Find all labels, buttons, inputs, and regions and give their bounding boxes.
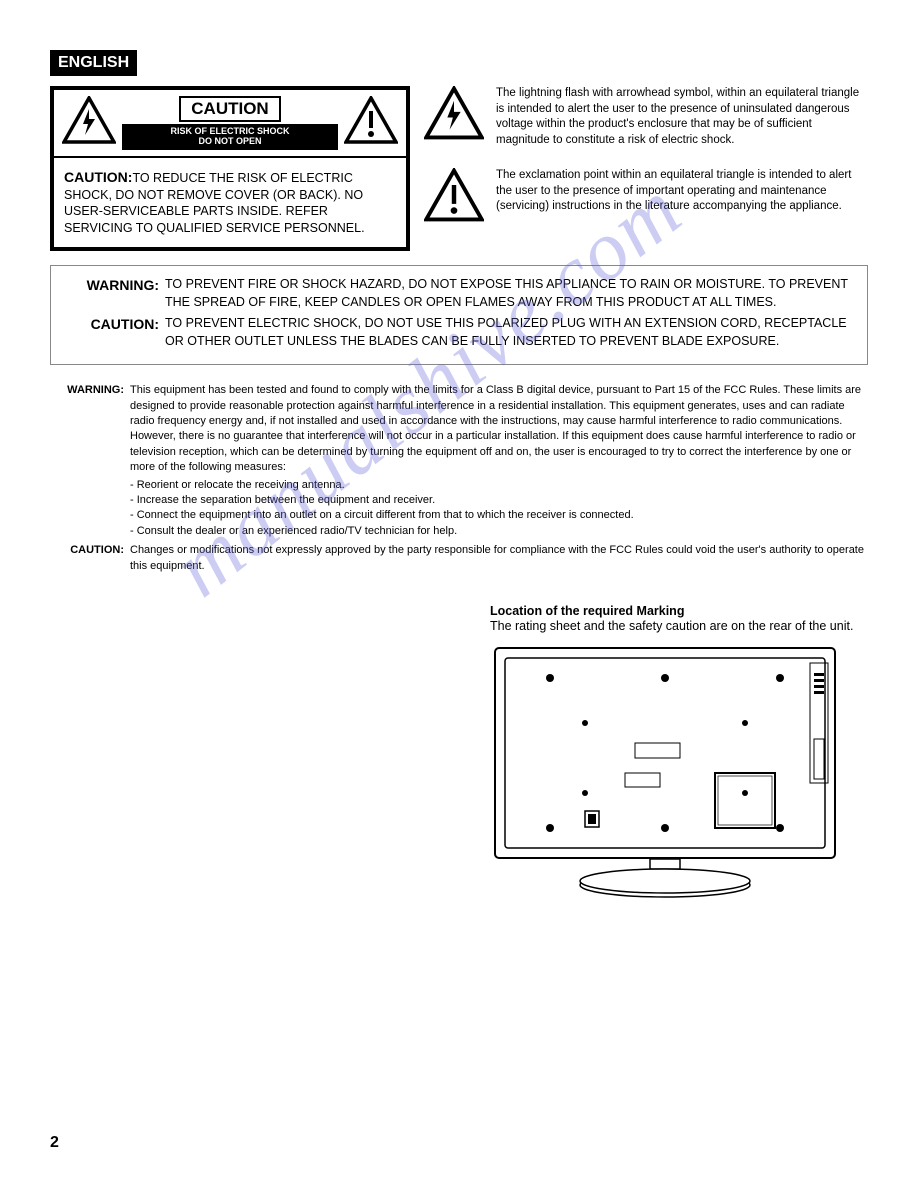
caution-subtext: RISK OF ELECTRIC SHOCK DO NOT OPEN <box>122 124 338 150</box>
fcc-warning-label: WARNING: <box>50 383 130 539</box>
language-badge: ENGLISH <box>50 50 137 76</box>
marking-section: Location of the required Marking The rat… <box>490 604 868 908</box>
fcc-measure-1: - Reorient or relocate the receiving ant… <box>130 478 868 493</box>
caution-box: CAUTION RISK OF ELECTRIC SHOCK DO NOT OP… <box>50 86 410 251</box>
caution-label-2: CAUTION: <box>65 315 165 350</box>
caution-box-bottom: CAUTION:TO REDUCE THE RISK OF ELECTRIC S… <box>54 158 406 248</box>
caution-sub-line1: RISK OF ELECTRIC SHOCK <box>122 126 338 136</box>
lightning-description-text: The lightning flash with arrowhead symbo… <box>496 86 868 148</box>
warning-label-1: WARNING: <box>65 276 165 311</box>
symbol-descriptions: The lightning flash with arrowhead symbo… <box>424 86 868 227</box>
caution-box-heading-group: CAUTION RISK OF ELECTRIC SHOCK DO NOT OP… <box>116 96 344 150</box>
marking-text: The rating sheet and the safety caution … <box>490 618 868 635</box>
marking-title: Location of the required Marking <box>490 604 868 618</box>
warning-row-1: WARNING: TO PREVENT FIRE OR SHOCK HAZARD… <box>65 276 853 311</box>
caution-box-top: CAUTION RISK OF ELECTRIC SHOCK DO NOT OP… <box>54 90 406 158</box>
fcc-block: WARNING: This equipment has been tested … <box>50 383 868 574</box>
fcc-caution-text: Changes or modifications not expressly a… <box>130 543 868 574</box>
fcc-warning-row: WARNING: This equipment has been tested … <box>50 383 868 539</box>
lightning-triangle-icon <box>62 96 116 149</box>
caution-bottom-label: CAUTION: <box>64 169 132 185</box>
fcc-warning-text-p1: This equipment has been tested and found… <box>130 384 861 427</box>
fcc-warning-text-p2: However, there is no guarantee that inte… <box>130 430 856 473</box>
exclaim-description-text: The exclamation point within an equilate… <box>496 168 868 215</box>
fcc-measures-list: - Reorient or relocate the receiving ant… <box>130 478 868 540</box>
lightning-triangle-icon <box>424 86 484 145</box>
fcc-measure-3: - Connect the equipment into an outlet o… <box>130 508 868 523</box>
page-number: 2 <box>50 1134 59 1152</box>
warning-row-2: CAUTION: TO PREVENT ELECTRIC SHOCK, DO N… <box>65 315 853 350</box>
caution-text-2: TO PREVENT ELECTRIC SHOCK, DO NOT USE TH… <box>165 315 853 350</box>
fcc-measure-2: - Increase the separation between the eq… <box>130 493 868 508</box>
caution-heading: CAUTION <box>179 96 280 122</box>
caution-sub-line2: DO NOT OPEN <box>122 136 338 146</box>
exclaim-description-row: The exclamation point within an equilate… <box>424 168 868 227</box>
warning-box: WARNING: TO PREVENT FIRE OR SHOCK HAZARD… <box>50 265 868 365</box>
fcc-caution-label: CAUTION: <box>50 543 130 574</box>
top-row: CAUTION RISK OF ELECTRIC SHOCK DO NOT OP… <box>50 86 868 251</box>
fcc-caution-row: CAUTION: Changes or modifications not ex… <box>50 543 868 574</box>
fcc-warning-text: This equipment has been tested and found… <box>130 383 868 539</box>
exclaim-triangle-icon <box>424 168 484 227</box>
warning-text-1: TO PREVENT FIRE OR SHOCK HAZARD, DO NOT … <box>165 276 853 311</box>
tv-rear-illustration <box>490 643 840 908</box>
fcc-measure-4: - Consult the dealer or an experienced r… <box>130 524 868 539</box>
exclaim-triangle-icon <box>344 96 398 149</box>
lightning-description-row: The lightning flash with arrowhead symbo… <box>424 86 868 148</box>
